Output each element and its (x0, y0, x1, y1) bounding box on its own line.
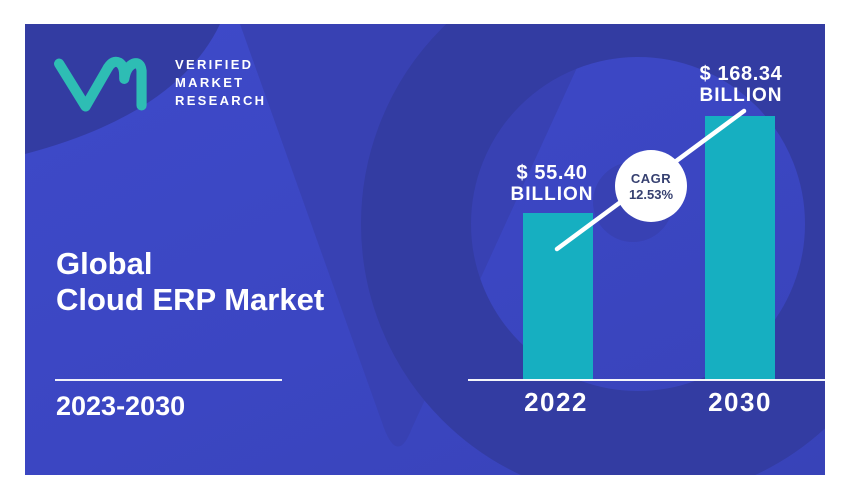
vmr-logo-icon (54, 56, 147, 112)
forecast-period: 2023-2030 (56, 391, 186, 421)
background-ring (361, 24, 825, 475)
cagr-badge-label: CAGR (630, 170, 672, 186)
value-amount-2022: $ 55.40 (516, 162, 588, 184)
year-label-2030: 2030 (708, 387, 772, 417)
value-label-2022: $ 55.40 BILLION (467, 162, 637, 206)
bar-2030 (705, 116, 775, 380)
logo-line-1: VERIFIED (175, 57, 254, 72)
value-amount-2030: $ 168.34 (699, 63, 783, 85)
page-title: Global Cloud ERP Market (56, 246, 324, 318)
title-line-1: Global (56, 246, 153, 281)
logo-wordmark: VERIFIED MARKET RESEARCH (175, 56, 266, 110)
logo-line-3: RESEARCH (175, 93, 267, 108)
year-label-2022: 2022 (524, 387, 588, 417)
title-line-2: Cloud ERP Market (56, 282, 325, 317)
cagr-badge-value: 12.53% (628, 186, 674, 202)
value-unit-2022: BILLION (510, 184, 594, 205)
value-unit-2030: BILLION (699, 85, 783, 106)
cagr-badge: CAGR 12.53% (615, 150, 687, 222)
title-divider (55, 379, 282, 381)
infographic-panel: VERIFIED MARKET RESEARCH Global Cloud ER… (25, 24, 825, 475)
chart-baseline (468, 379, 825, 381)
corner-wedge-shape (25, 24, 220, 154)
logo-line-2: MARKET (175, 75, 245, 90)
value-label-2030: $ 168.34 BILLION (656, 63, 825, 107)
bar-2022 (523, 213, 593, 380)
